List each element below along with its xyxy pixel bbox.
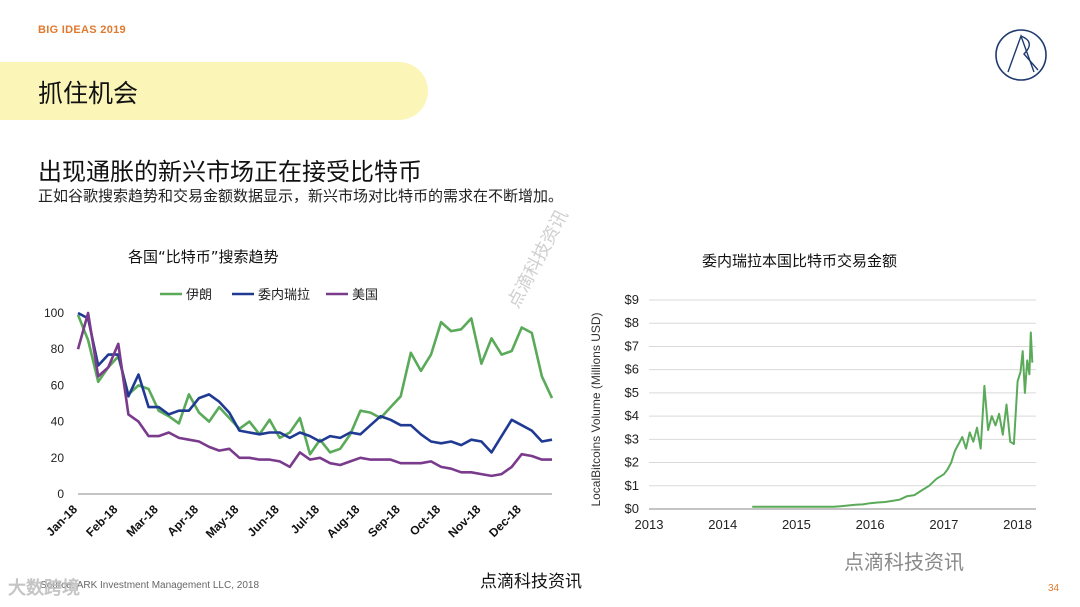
- chart2-x-tick-label: 2014: [708, 517, 737, 532]
- chart1-x-tick-label: Aug-18: [324, 502, 363, 541]
- chart1-x-tick-label: Feb-18: [83, 502, 120, 539]
- chart1-y-tick-label: 40: [51, 415, 65, 429]
- corner-watermark: 大数跨境: [8, 578, 80, 599]
- bottom-watermark: 点滴科技资讯: [480, 572, 582, 592]
- chart1-x-tick-label: Sep-18: [365, 502, 403, 540]
- chart2-y-tick-label: $3: [625, 431, 639, 446]
- chart2-y-axis-label: LocalBitcoins Volume (Millions USD): [589, 312, 603, 506]
- slide-headline: 出现通胀的新兴市场正在接受比特币: [38, 158, 422, 186]
- chart1-legend-label: 美国: [352, 288, 378, 303]
- report-tag: BIG IDEAS 2019: [38, 24, 126, 36]
- chart1-x-tick-label: Nov-18: [445, 502, 483, 540]
- chart2-x-tick-label: 2018: [1003, 517, 1032, 532]
- chart1-legend-label: 伊朗: [186, 288, 212, 303]
- section-banner: [0, 62, 428, 120]
- source-note: Source: ARK Investment Management LLC, 2…: [40, 580, 260, 591]
- chart2-y-tick-label: $2: [625, 455, 639, 470]
- chart1-y-tick-label: 20: [51, 451, 65, 465]
- wechat-watermark: 点滴科技资讯: [844, 550, 964, 574]
- chart1-x-tick-label: May-18: [203, 502, 242, 541]
- chart2-y-tick-label: $6: [625, 362, 639, 377]
- ark-logo-icon: [995, 29, 1047, 81]
- chart1-x-tick-label: Mar-18: [124, 502, 161, 539]
- chart2-y-tick-label: $5: [625, 385, 639, 400]
- chart1-y-tick-label: 100: [44, 306, 64, 320]
- chart1-x-tick-label: Apr-18: [164, 502, 201, 539]
- chart1-y-tick-label: 80: [51, 342, 65, 356]
- page-number: 34: [1048, 583, 1060, 594]
- chart1-x-tick-label: Jan-18: [43, 502, 80, 539]
- chart1-series-line: [76, 311, 552, 478]
- chart1-legend-label: 委内瑞拉: [258, 287, 310, 303]
- chart1-x-tick-label: Jul-18: [288, 502, 323, 537]
- chart2-y-tick-label: $0: [625, 501, 639, 516]
- chart2-x-tick-label: 2013: [635, 517, 664, 532]
- chart1-x-tick-label: Oct-18: [407, 502, 444, 539]
- slide-subheadline: 正如谷歌搜索趋势和交易金额数据显示，新兴市场对比特币的需求在不断增加。: [38, 187, 564, 205]
- chart1-x-tick-label: Jun-18: [245, 502, 282, 539]
- chart2-y-tick-label: $4: [625, 408, 639, 423]
- chart1-y-tick-label: 0: [57, 487, 64, 501]
- chart1-y-tick-label: 60: [51, 378, 65, 392]
- chart2-x-tick-label: 2016: [856, 517, 885, 532]
- volume-chart-title: 委内瑞拉本国比特币交易金额: [702, 252, 898, 270]
- chart2-y-tick-label: $9: [625, 292, 639, 307]
- chart1-series-line: [77, 311, 553, 454]
- chart2-volume-line: [752, 331, 1034, 508]
- chart1-x-tick-label: Dec-18: [486, 502, 524, 540]
- chart2-y-tick-label: $7: [625, 338, 639, 353]
- search-trend-chart-title: 各国“比特币”搜索趋势: [128, 248, 279, 266]
- chart2-x-tick-label: 2017: [929, 517, 958, 532]
- chart2-y-tick-label: $8: [625, 315, 639, 330]
- section-title: 抓住机会: [38, 79, 139, 108]
- chart1-series-line: [76, 314, 554, 456]
- chart2-x-tick-label: 2015: [782, 517, 811, 532]
- chart2-y-tick-label: $1: [625, 478, 639, 493]
